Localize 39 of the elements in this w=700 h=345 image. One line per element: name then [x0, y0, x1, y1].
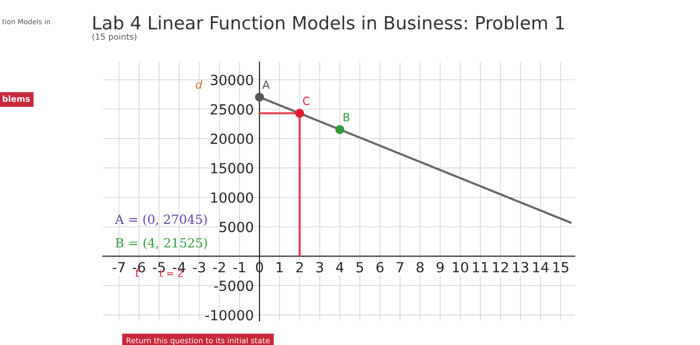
point [335, 125, 344, 134]
text: blems [2, 95, 30, 102]
x-tick-label: 3 [316, 262, 324, 272]
annotation: d [196, 80, 202, 89]
x-tick-label: 10 [452, 262, 468, 272]
x-tick-label: -1 [233, 262, 246, 272]
chart-title: Lab 4 Linear Function Models in Business: Problem 1 [93, 16, 564, 30]
y-tick-label: -10000 [205, 310, 254, 320]
point [255, 92, 264, 102]
x-tick-label: 15 [553, 262, 568, 272]
y-tick-label: 20000 [210, 134, 254, 144]
y-tick-label: 5000 [220, 222, 254, 232]
x-tick-label: -2 [213, 262, 225, 272]
x-tick-label: 1 [276, 262, 283, 272]
y-tick-label: 15000 [211, 162, 254, 174]
x-tick-label: 13 [513, 262, 528, 272]
x-tick-label: 8 [416, 262, 424, 272]
x-tick-label: 12 [493, 262, 508, 272]
series-label: B [344, 113, 350, 122]
x-tick-label: 9 [436, 262, 444, 272]
x-tick-label: 7 [396, 262, 404, 272]
x-tick-label: 11 [473, 262, 488, 272]
series-label: A [262, 80, 270, 89]
x-tick-label: 5 [356, 262, 364, 272]
x-tick-label: -7 [112, 262, 125, 272]
chart-subtitle: (15 points) [92, 33, 136, 42]
annotation: A = (0, 27045) [114, 214, 207, 226]
y-tick-label: -5000 [214, 280, 254, 292]
y-tick-label: 25000 [210, 104, 254, 115]
x-tick-label: 2 [296, 262, 303, 272]
x-tick-label: 6 [376, 262, 384, 272]
series-label: C [303, 96, 310, 106]
x-tick-label: -3 [193, 262, 206, 272]
point [295, 108, 304, 118]
annotation: B = (4, 21525) [116, 238, 207, 250]
y-tick-label: 30000 [210, 74, 254, 86]
x-tick-label: 14 [533, 262, 549, 272]
x-tick-label: 4 [336, 262, 344, 272]
y-tick-label: 10000 [211, 192, 254, 203]
